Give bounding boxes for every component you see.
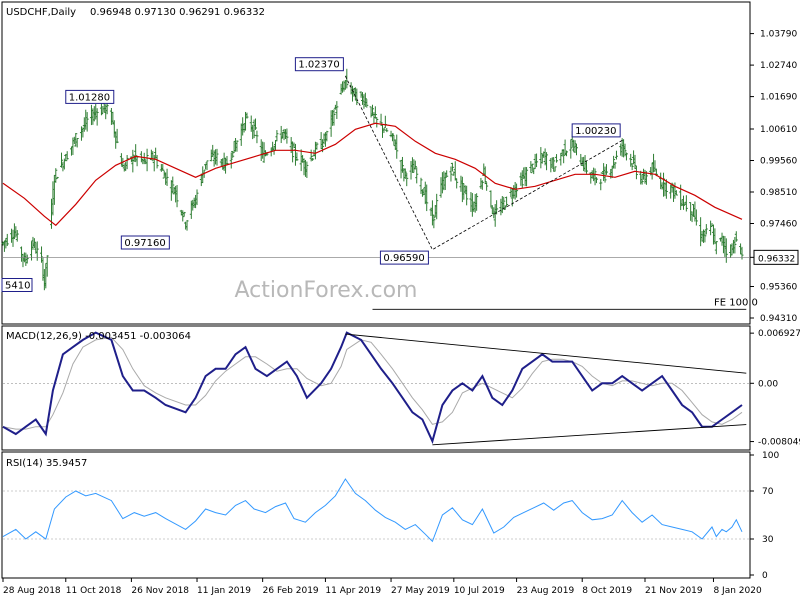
macd-y-tick-label: 0.006927 <box>758 329 800 339</box>
watermark-layer: ActionForex.com <box>235 278 418 303</box>
macd-title: MACD(12,26,9) -0.003451 -0.003064 <box>6 331 191 342</box>
rsi-panel-frame <box>1 451 751 579</box>
fe-100-label: FE 100.0 <box>714 297 758 308</box>
moving-average-line <box>2 122 743 227</box>
x-axis-tick-label: 10 Jul 2019 <box>454 586 505 596</box>
macd-signal-line <box>2 336 743 430</box>
swing-label-text: 1.01280 <box>69 92 110 103</box>
price-y-tick-label: 1.00610 <box>760 125 797 135</box>
price-y-tick-label: 0.95360 <box>760 283 797 293</box>
macd-y-tick-label: -0.008049 <box>758 438 800 448</box>
swing-label-text: 1.02370 <box>298 60 339 71</box>
rsi-y-tick-label: 30 <box>762 535 774 545</box>
macd-panel-frame <box>1 325 751 451</box>
rsi-y-tick-label: 70 <box>762 487 774 497</box>
panel-titles: USDCHF,Daily 0.96948 0.97130 0.96291 0.9… <box>6 7 265 469</box>
rsi-line <box>2 478 743 543</box>
swing-label-text: 0.96590 <box>383 253 424 264</box>
x-axis-tick-label: 11 Oct 2018 <box>66 586 122 596</box>
x-axis-tick-label: 11 Jan 2019 <box>197 586 251 596</box>
price-ohlc-header: 0.96948 0.97130 0.96291 0.96332 <box>90 7 265 18</box>
price-y-tick-label: 1.03790 <box>760 30 797 40</box>
x-axis-tick-label: 8 Jan 2020 <box>713 586 761 596</box>
swing-label-box <box>379 250 429 265</box>
swing-label-box <box>65 89 115 104</box>
swing-label-box <box>120 235 170 250</box>
last-price-label: 0.96332 <box>758 254 795 264</box>
x-axis-tick-label: 21 Nov 2019 <box>645 586 703 596</box>
macd-trendline-2 <box>432 424 747 446</box>
price-title: USDCHF,Daily <box>6 7 76 18</box>
axes-layer: 1.03790 1.02740 1.01690 1.00610 0.99560 0.985… <box>2 30 800 596</box>
x-axis-tick-label: 23 Aug 2019 <box>517 586 575 596</box>
rsi-y-tick-label: 0 <box>762 571 768 581</box>
x-axis-tick-label: 26 Feb 2019 <box>263 586 319 596</box>
swing-label-text: 1.00230 <box>575 126 616 137</box>
swing-label-box <box>1 278 33 292</box>
x-axis-tick-label: 11 Apr 2019 <box>325 586 381 596</box>
swing-label-box <box>294 57 344 72</box>
panel-frames <box>1 1 751 579</box>
price-y-tick-label: 0.99560 <box>760 157 797 167</box>
rsi-title: RSI(14) 35.9457 <box>6 458 87 469</box>
swing-label-text: 5410 <box>5 281 30 292</box>
price-layer: FE 100.0 5410 1.01280 0.97160 1.02370 0.96590… <box>1 57 758 310</box>
macd-layer <box>2 331 750 446</box>
x-axis-tick-label: 8 Oct 2019 <box>582 586 632 596</box>
price-y-tick-label: 0.94310 <box>760 314 797 324</box>
watermark-text: ActionForex.com <box>235 278 418 303</box>
price-panel-frame <box>1 1 751 325</box>
macd-line <box>2 331 743 445</box>
x-axis-tick-label: 27 May 2019 <box>391 586 450 596</box>
x-axis-tick-label: 28 Aug 2018 <box>3 586 61 596</box>
rsi-layer <box>2 478 750 543</box>
price-y-tick-label: 1.02740 <box>760 61 797 71</box>
price-y-tick-label: 0.97460 <box>760 220 797 230</box>
x-axis-tick-label: 26 Nov 2018 <box>131 586 189 596</box>
swing-label-text: 0.97160 <box>124 238 165 249</box>
price-y-tick-label: 1.01690 <box>760 93 797 103</box>
macd-trendline-1 <box>345 333 747 374</box>
rsi-y-tick-label: 100 <box>762 451 779 461</box>
last-price-box <box>753 249 799 265</box>
macd-y-tick-label: 0.00 <box>758 379 778 389</box>
price-bars <box>1 68 744 291</box>
swing-label-box <box>571 123 621 138</box>
price-y-tick-label: 0.98510 <box>760 188 797 198</box>
